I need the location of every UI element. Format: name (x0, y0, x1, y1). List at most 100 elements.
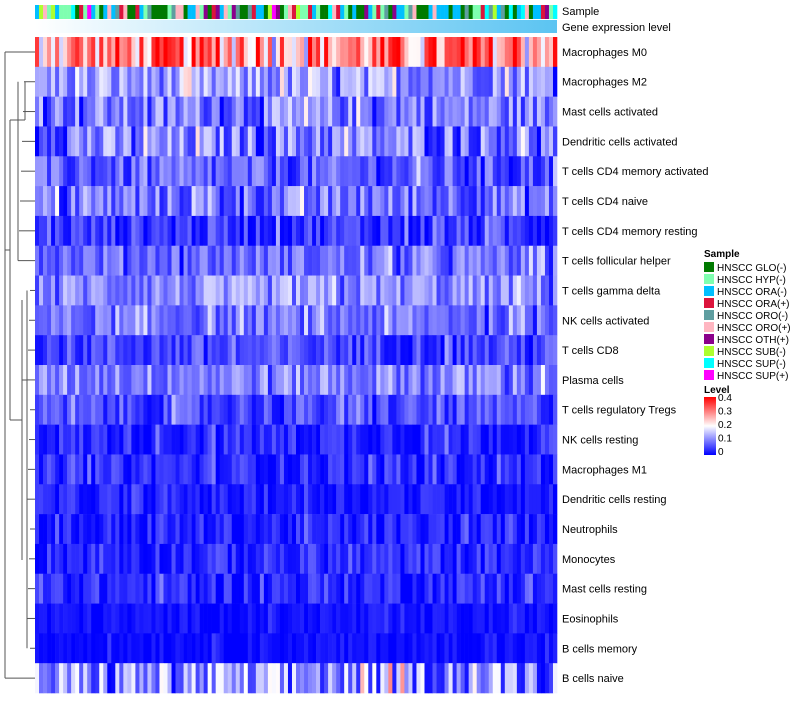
heatmap-cell (103, 633, 108, 664)
heatmap-cell (47, 96, 52, 127)
heatmap-cell (127, 156, 132, 187)
heatmap-cell (291, 335, 297, 366)
heatmap-cell (372, 126, 377, 157)
heatmap-cell (492, 633, 498, 664)
heatmap-cell (247, 424, 253, 455)
heatmap-cell (516, 603, 522, 634)
heatmap-cell (436, 215, 441, 247)
heatmap-cell (171, 215, 176, 247)
heatmap-cell (460, 633, 465, 664)
heatmap-cell (484, 543, 490, 575)
heatmap-cell (508, 305, 514, 336)
heatmap-cell (115, 514, 120, 545)
heatmap-cell (187, 663, 192, 694)
legend-swatch (704, 334, 714, 344)
heatmap-cell (432, 394, 437, 425)
heatmap-cell (227, 424, 233, 455)
heatmap-cell (328, 603, 333, 634)
heatmap-cell (155, 156, 160, 187)
heatmap-cell (87, 126, 92, 157)
heatmap-cell (179, 305, 184, 336)
heatmap-cell (79, 275, 84, 306)
heatmap-cell (484, 454, 490, 485)
heatmap-cell (191, 365, 196, 396)
heatmap-cell (432, 365, 437, 396)
heatmap-cell (376, 66, 381, 97)
heatmap-cell (243, 335, 249, 366)
heatmap-cell (163, 424, 168, 455)
heatmap-cell (452, 514, 457, 545)
heatmap-cell (119, 245, 124, 276)
legend-colorbar (704, 397, 716, 455)
heatmap-cell (492, 543, 498, 575)
heatmap-cell (35, 484, 40, 515)
heatmap-cell (223, 156, 229, 187)
sample-annotation-cell (364, 5, 369, 19)
heatmap-cell (267, 245, 273, 276)
heatmap-cell (508, 365, 514, 396)
heatmap-cell (71, 543, 76, 575)
heatmap-cell (179, 573, 184, 604)
heatmap-cell (291, 514, 297, 545)
heatmap-cell (340, 394, 345, 425)
heatmap-cell (380, 96, 385, 127)
heatmap-cell (287, 633, 293, 664)
heatmap-cell (255, 603, 261, 634)
heatmap-cell (291, 305, 297, 336)
heatmap-cell (247, 484, 253, 515)
heatmap-cell (332, 156, 337, 187)
heatmap-cell (436, 663, 441, 694)
heatmap-cell (316, 454, 321, 485)
heatmap-cell (412, 365, 417, 396)
sample-annotation-cell (43, 5, 48, 19)
heatmap-cell (520, 424, 526, 455)
heatmap-cell (231, 663, 237, 694)
heatmap-cell (372, 543, 377, 575)
heatmap-cell (540, 215, 546, 247)
heatmap-cell (71, 633, 76, 664)
sample-annotation-cell (147, 5, 152, 19)
heatmap-cell (520, 454, 526, 485)
heatmap-cell (227, 66, 233, 97)
heatmap-cell (540, 394, 546, 425)
heatmap-cell (548, 66, 554, 97)
heatmap-cell (304, 186, 309, 217)
heatmap-cell (512, 543, 518, 575)
heatmap-cell (384, 484, 389, 515)
heatmap-cell (83, 335, 88, 366)
heatmap-cell (376, 156, 381, 187)
heatmap-cell (360, 156, 365, 187)
heatmap-cell (99, 37, 104, 68)
heatmap-cell (243, 245, 249, 276)
heatmap-cell (528, 126, 534, 157)
heatmap-cell (235, 633, 241, 664)
heatmap-cell (267, 543, 273, 575)
heatmap-cell (388, 573, 393, 604)
heatmap-cell (444, 126, 449, 157)
heatmap-cell (267, 37, 273, 68)
heatmap-cell (476, 305, 482, 336)
heatmap-cell (131, 603, 136, 634)
heatmap-cell (191, 514, 196, 545)
heatmap-cell (452, 394, 457, 425)
heatmap-cell (352, 37, 357, 68)
heatmap-cell (444, 663, 449, 694)
heatmap-cell (251, 186, 257, 217)
heatmap-cell (71, 424, 76, 455)
heatmap-cell (520, 37, 526, 68)
heatmap-cell (215, 633, 221, 664)
heatmap-cell (416, 543, 421, 575)
heatmap-cell (472, 543, 477, 575)
heatmap-cell (528, 335, 534, 366)
heatmap-cell (63, 633, 68, 664)
heatmap-cell (199, 96, 204, 127)
sample-annotation-cell (340, 5, 345, 19)
heatmap-cell (175, 126, 180, 157)
heatmap-cell (416, 245, 421, 276)
heatmap-cell (143, 394, 148, 425)
heatmap-cell (496, 424, 502, 455)
heatmap-cell (520, 603, 526, 634)
heatmap-cell (127, 514, 132, 545)
heatmap-cell (384, 66, 389, 97)
heatmap-cell (296, 335, 301, 366)
